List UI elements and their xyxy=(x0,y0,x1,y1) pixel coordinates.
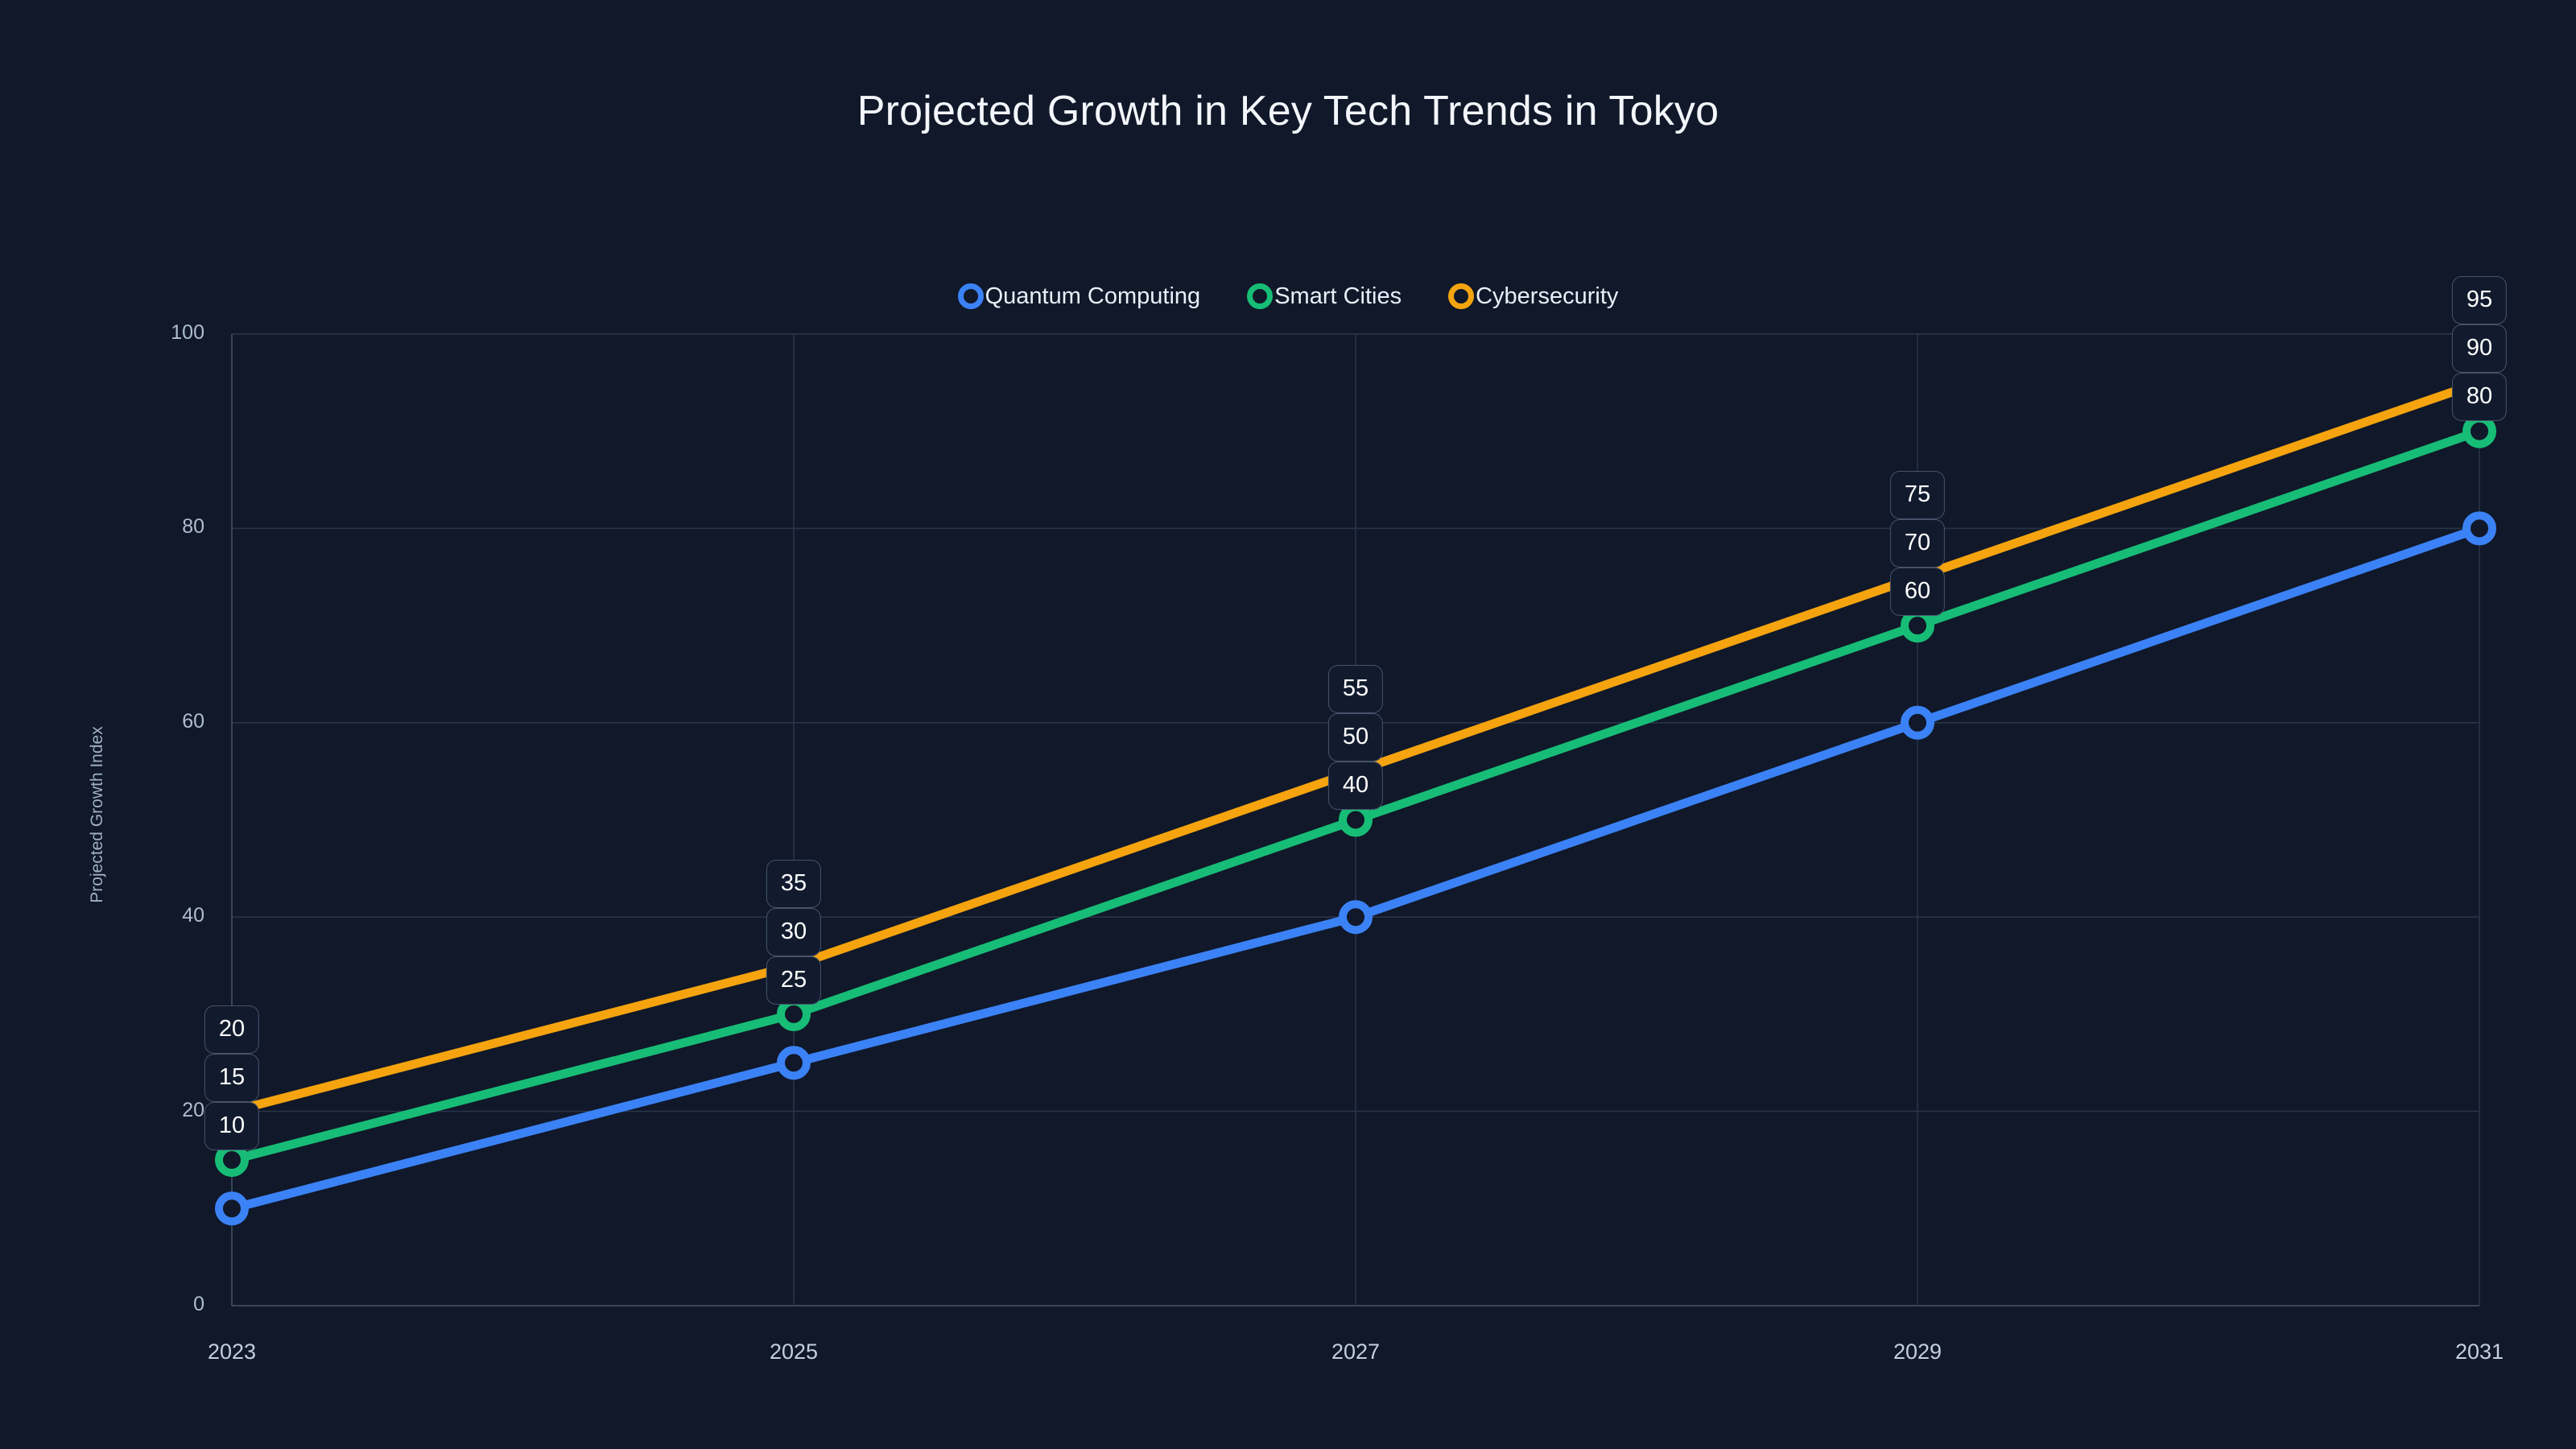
data-label: 55 xyxy=(1327,665,1384,714)
legend-ring-icon xyxy=(1448,283,1475,309)
y-axis-tick-label: 0 xyxy=(193,1293,204,1315)
y-axis-tick-label: 20 xyxy=(182,1098,204,1121)
data-point-marker[interactable] xyxy=(2462,414,2496,448)
data-point-marker[interactable] xyxy=(215,1142,249,1177)
data-point-marker[interactable] xyxy=(777,997,811,1031)
data-label: 10 xyxy=(204,1101,260,1150)
y-axis-tick-label: 80 xyxy=(182,515,204,539)
x-axis-tick-label: 2023 xyxy=(207,1340,257,1364)
y-axis-tick-label: 100 xyxy=(171,321,204,344)
y-axis-tick-label: 40 xyxy=(182,904,204,927)
legend-item-label: Quantum Computing xyxy=(985,283,1201,309)
legend-item-smart-cities[interactable]: Smart Cities xyxy=(1247,283,1402,309)
data-label: 30 xyxy=(766,907,822,956)
legend-ring-icon xyxy=(1247,283,1274,309)
legend-item-cybersecurity[interactable]: Cybersecurity xyxy=(1448,283,1618,309)
data-label: 15 xyxy=(204,1053,260,1102)
data-point-marker[interactable] xyxy=(1901,705,1934,740)
data-point-marker[interactable] xyxy=(2462,511,2496,546)
x-axis-tick-label: 2031 xyxy=(2454,1340,2504,1364)
data-point-marker[interactable] xyxy=(1339,803,1373,837)
chart-legend: Quantum Computing Smart Cities Cybersecuri… xyxy=(0,283,2576,309)
data-point-marker[interactable] xyxy=(215,1191,249,1226)
legend-item-label: Cybersecurity xyxy=(1476,283,1619,309)
data-label: 35 xyxy=(766,859,822,908)
data-label: 80 xyxy=(2451,373,2508,422)
data-label: 50 xyxy=(1327,713,1384,762)
data-label: 20 xyxy=(204,1005,260,1054)
y-axis-tick-label: 60 xyxy=(182,709,204,733)
data-point-marker[interactable] xyxy=(777,1046,811,1080)
data-label: 90 xyxy=(2451,324,2508,374)
x-axis-tick-label: 2029 xyxy=(1893,1340,1942,1364)
x-axis-tick-label: 2025 xyxy=(769,1340,819,1364)
data-label: 40 xyxy=(1327,762,1384,811)
data-label: 60 xyxy=(1889,567,1946,616)
legend-item-label: Smart Cities xyxy=(1274,283,1402,309)
data-label: 95 xyxy=(2451,276,2508,325)
data-label: 75 xyxy=(1889,470,1946,519)
data-label: 25 xyxy=(766,956,822,1005)
legend-ring-icon xyxy=(957,283,984,309)
data-point-marker[interactable] xyxy=(1339,900,1373,935)
legend-item-quantum-computing[interactable]: Quantum Computing xyxy=(957,283,1201,309)
data-point-marker[interactable] xyxy=(1901,609,1934,643)
x-axis-tick-label: 2027 xyxy=(1331,1340,1381,1364)
chart-title: Projected Growth in Key Tech Trends in T… xyxy=(857,88,1719,134)
data-label: 70 xyxy=(1889,518,1946,568)
